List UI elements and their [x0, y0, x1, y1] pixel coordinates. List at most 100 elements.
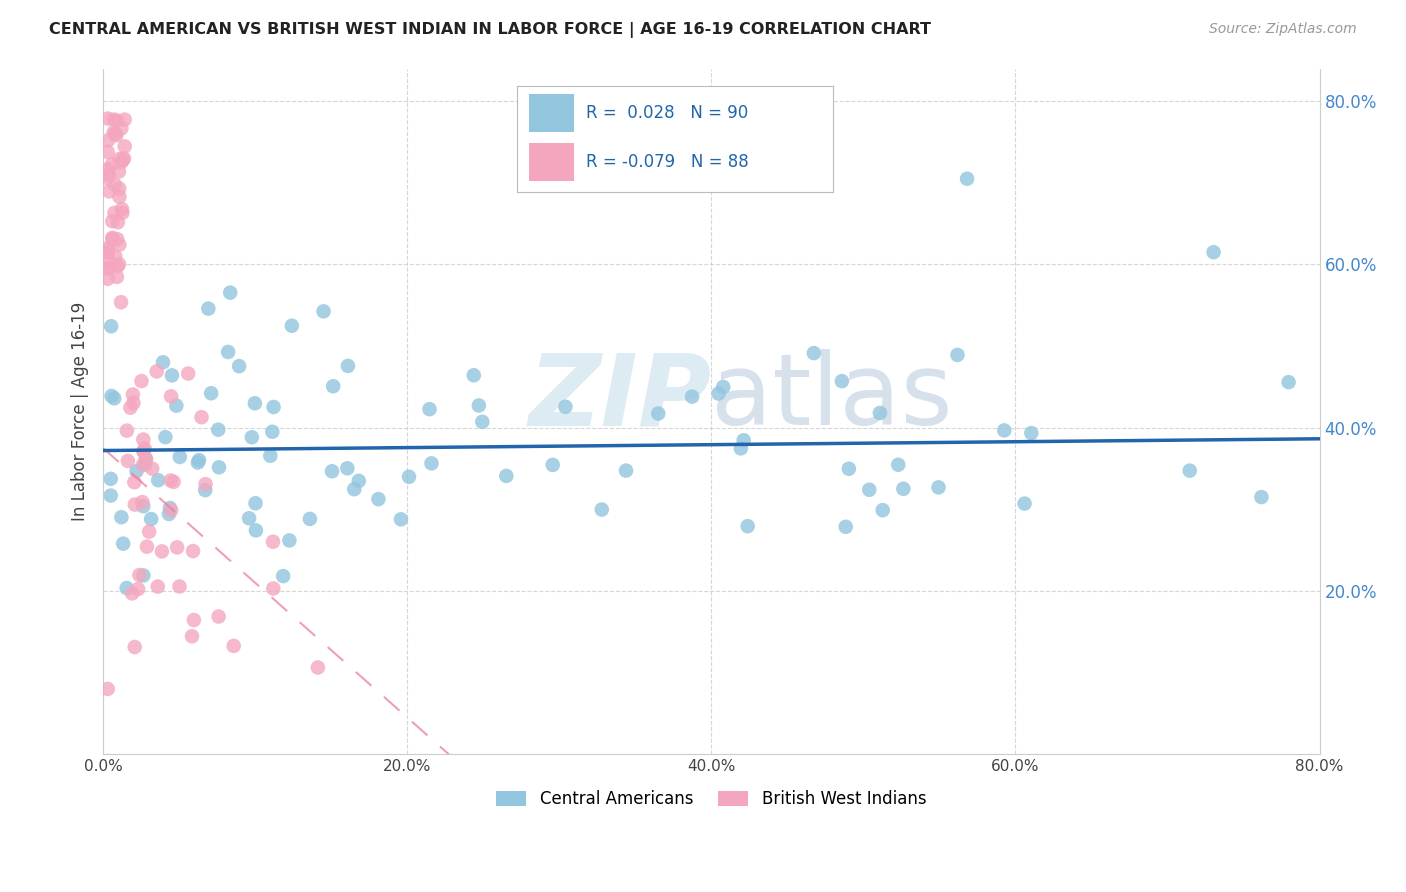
Point [343, 482, 366, 496]
Point [243, 396, 266, 410]
Point [110, 510, 132, 524]
Point [238, 511, 260, 525]
Point [124, 498, 146, 512]
Point [647, 407, 669, 421]
Y-axis label: In Labor Force | Age 16-19: In Labor Force | Age 16-19 [72, 301, 89, 521]
Point [190, 410, 212, 425]
Point [398, 469, 420, 483]
Point [120, 401, 142, 415]
Point [733, 434, 755, 448]
Point [219, 285, 242, 300]
Text: Source: ZipAtlas.com: Source: ZipAtlas.com [1209, 22, 1357, 37]
Point [208, 460, 231, 475]
Point [97, 244, 120, 258]
Point [162, 475, 184, 489]
Point [148, 473, 170, 487]
Point [858, 483, 880, 497]
Point [169, 450, 191, 464]
Point [97, 162, 120, 177]
Point [838, 461, 860, 475]
Point [169, 580, 191, 594]
Point [927, 480, 949, 494]
Point [108, 152, 131, 166]
Point [104, 178, 127, 192]
Point [893, 482, 915, 496]
Point [160, 389, 183, 403]
Point [97, 145, 120, 159]
Point [103, 392, 125, 406]
Point [222, 639, 245, 653]
Point [97, 261, 120, 276]
Point [135, 451, 157, 466]
Point [208, 609, 231, 624]
Point [166, 541, 188, 555]
Point [100, 472, 122, 486]
Point [97, 168, 120, 182]
Point [100, 319, 122, 334]
Point [262, 582, 284, 596]
Point [132, 458, 155, 472]
Point [803, 346, 825, 360]
Point [97, 272, 120, 286]
Point [183, 613, 205, 627]
Point [155, 430, 177, 444]
Point [367, 492, 389, 507]
Point [160, 368, 183, 383]
Point [681, 390, 703, 404]
Point [105, 113, 128, 128]
Point [132, 500, 155, 514]
Point [112, 536, 135, 550]
Point [97, 261, 120, 276]
Point [1014, 497, 1036, 511]
Point [245, 496, 267, 510]
Point [132, 444, 155, 458]
Text: ZIP: ZIP [529, 349, 711, 446]
Point [887, 458, 910, 472]
Point [127, 582, 149, 596]
Point [111, 202, 134, 216]
Point [132, 568, 155, 582]
Point [103, 206, 125, 220]
Point [132, 444, 155, 458]
Point [281, 318, 304, 333]
Point [103, 112, 125, 127]
Point [1250, 490, 1272, 504]
Point [97, 246, 120, 260]
Point [188, 453, 211, 467]
Point [1021, 426, 1043, 441]
Point [107, 215, 129, 229]
Point [228, 359, 250, 373]
Point [177, 367, 200, 381]
Point [240, 430, 263, 444]
Point [110, 295, 132, 310]
Point [110, 155, 132, 169]
Point [312, 304, 335, 318]
Point [159, 500, 181, 515]
Point [187, 456, 209, 470]
Point [105, 269, 128, 284]
Point [101, 214, 124, 228]
Point [872, 503, 894, 517]
Point [100, 389, 122, 403]
Point [389, 512, 412, 526]
Point [993, 424, 1015, 438]
Point [101, 157, 124, 171]
Point [347, 474, 370, 488]
Point [97, 681, 120, 696]
Point [262, 534, 284, 549]
Point [132, 433, 155, 447]
Point [418, 402, 440, 417]
Point [114, 139, 136, 153]
Point [100, 489, 122, 503]
Point [134, 458, 156, 472]
Point [121, 586, 143, 600]
Point [150, 544, 173, 558]
Point [336, 461, 359, 475]
Point [105, 260, 128, 274]
Point [831, 374, 853, 388]
Point [117, 454, 139, 468]
Legend: Central Americans, British West Indians: Central Americans, British West Indians [489, 783, 934, 814]
Point [194, 483, 217, 497]
Point [104, 127, 127, 141]
Point [956, 171, 979, 186]
